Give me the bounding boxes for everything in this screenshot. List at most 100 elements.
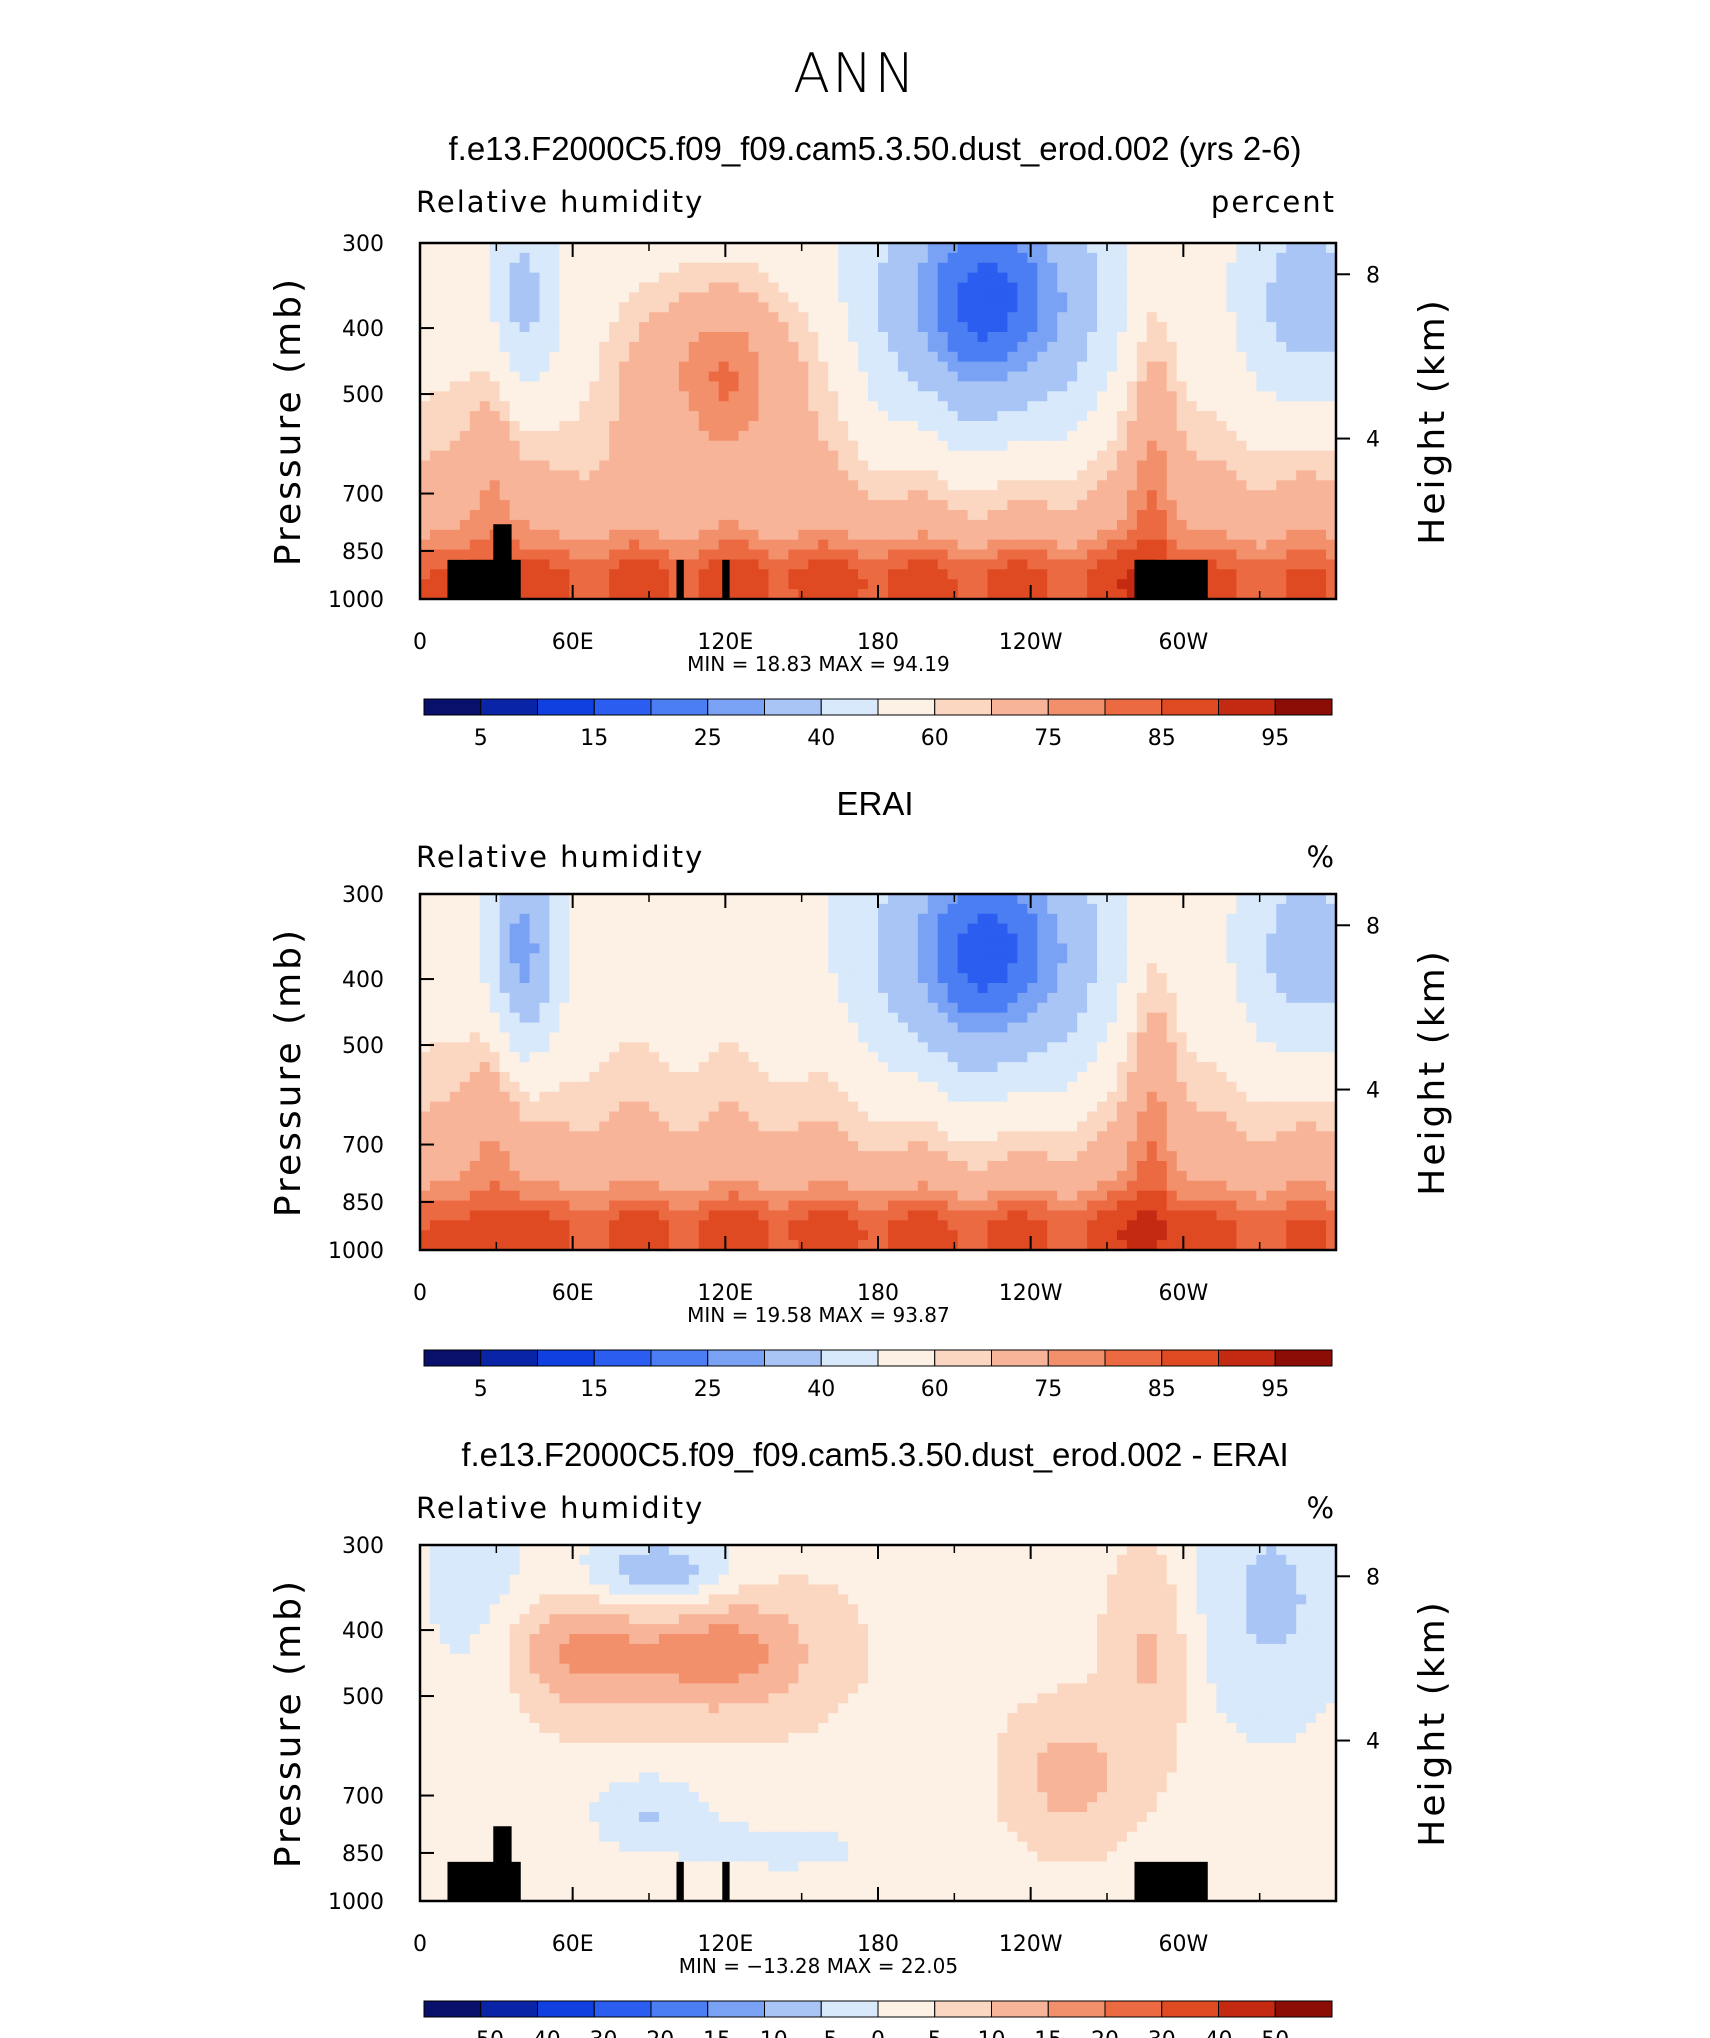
- heatmap-cell: [519, 440, 531, 452]
- heatmap-cell: [1286, 371, 1297, 383]
- heatmap-cell: [609, 243, 620, 254]
- heatmap-cell: [1326, 332, 1337, 343]
- heatmap-cell: [529, 341, 541, 353]
- heatmap-cell: [1246, 341, 1257, 353]
- heatmap-cell: [718, 894, 730, 905]
- heatmap-cell: [1256, 539, 1267, 551]
- heatmap-cell: [549, 1052, 560, 1063]
- heatmap-cell: [698, 381, 710, 392]
- heatmap-cell: [549, 963, 560, 974]
- heatmap-cell: [957, 490, 969, 501]
- heatmap-cell: [629, 510, 640, 521]
- heatmap-cell: [629, 430, 640, 442]
- heatmap-cell: [1276, 292, 1287, 303]
- heatmap-cell: [1116, 1002, 1128, 1014]
- heatmap-cell: [868, 500, 879, 511]
- heatmap-cell: [858, 243, 869, 254]
- heatmap-cell: [728, 391, 740, 402]
- heatmap-cell: [1077, 992, 1088, 1004]
- heatmap-cell: [459, 490, 471, 501]
- heatmap-cell: [489, 381, 501, 392]
- heatmap-cell: [1206, 569, 1218, 580]
- heatmap-cell: [599, 401, 610, 412]
- heatmap-cell: [1077, 460, 1088, 472]
- heatmap-cell: [1037, 480, 1048, 491]
- heatmap-cell: [609, 282, 620, 294]
- heatmap-cell: [559, 371, 570, 383]
- heatmap-cell: [748, 1022, 760, 1034]
- heatmap-cell: [1027, 983, 1038, 994]
- heatmap-cell: [1156, 351, 1168, 363]
- heatmap-cell: [997, 894, 1009, 905]
- heatmap-cell: [1087, 312, 1098, 323]
- heatmap-cell: [559, 361, 570, 373]
- heatmap-cell: [798, 351, 809, 363]
- heatmap-cell: [1186, 1042, 1198, 1053]
- heatmap-cell: [728, 381, 740, 392]
- heatmap-cell: [868, 381, 879, 392]
- heatmap-cell: [1316, 983, 1327, 994]
- heatmap-cell: [1316, 500, 1327, 511]
- heatmap-cell: [439, 943, 451, 954]
- heatmap-cell: [1296, 913, 1307, 925]
- heatmap-cell: [519, 252, 531, 264]
- heatmap-cell: [897, 1022, 909, 1034]
- heatmap-cell: [688, 519, 700, 531]
- heatmap-cell: [1306, 1022, 1317, 1034]
- heatmap-cell: [649, 1052, 660, 1063]
- heatmap-cell: [1226, 292, 1238, 303]
- heatmap-cell: [429, 1032, 441, 1043]
- heatmap-cell: [678, 983, 690, 994]
- heatmap-cell: [469, 943, 481, 954]
- heatmap-cell: [818, 579, 829, 590]
- heatmap-cell: [1256, 510, 1267, 521]
- heatmap-cell: [1027, 1042, 1038, 1053]
- heatmap-cell: [997, 371, 1009, 383]
- heatmap-cell: [947, 421, 959, 432]
- heatmap-cell: [907, 569, 919, 580]
- heatmap-cell: [967, 292, 979, 303]
- heatmap-cell: [967, 539, 979, 551]
- heatmap-cell: [818, 1032, 829, 1043]
- heatmap-cell: [1116, 430, 1128, 442]
- heatmap-cell: [1186, 1022, 1198, 1034]
- heatmap-cell: [499, 903, 511, 915]
- heatmap-cell: [768, 589, 780, 600]
- heatmap-cell: [808, 361, 819, 373]
- heatmap-cell: [1316, 421, 1327, 432]
- heatmap-cell: [479, 539, 491, 551]
- heatmap-cell: [718, 381, 730, 392]
- heatmap-cell: [1216, 933, 1228, 945]
- heatmap-cell: [1226, 579, 1238, 590]
- heatmap-cell: [897, 252, 909, 264]
- heatmap-cell: [1146, 894, 1158, 905]
- heatmap-cell: [658, 923, 670, 935]
- heatmap-cell: [897, 913, 909, 925]
- heatmap-cell: [1017, 312, 1028, 323]
- heatmap-cell: [1186, 1032, 1198, 1043]
- heatmap-cell: [459, 401, 471, 412]
- heatmap-cell: [469, 411, 481, 422]
- heatmap-cell: [957, 430, 969, 442]
- heatmap-cell: [1067, 302, 1078, 313]
- heatmap-cell: [1176, 894, 1188, 905]
- heatmap-cell: [499, 450, 511, 462]
- heatmap-cell: [678, 549, 690, 561]
- heatmap-cell: [1256, 490, 1267, 501]
- heatmap-cell: [639, 953, 650, 964]
- heatmap-cell: [967, 361, 979, 373]
- heatmap-cell: [1276, 302, 1287, 313]
- heatmap-cell: [1186, 371, 1198, 383]
- heatmap-cell: [818, 262, 829, 274]
- heatmap-cell: [967, 894, 979, 905]
- heatmap-cell: [1067, 953, 1078, 964]
- heatmap-cell: [1256, 1042, 1267, 1053]
- heatmap-cell: [1226, 302, 1238, 313]
- heatmap-cell: [728, 589, 740, 600]
- heatmap-cell: [1316, 1042, 1327, 1053]
- heatmap-cell: [957, 983, 969, 994]
- heatmap-cell: [878, 490, 889, 501]
- heatmap-cell: [778, 440, 789, 452]
- heatmap-cell: [658, 953, 670, 964]
- heatmap-cell: [1057, 1002, 1068, 1014]
